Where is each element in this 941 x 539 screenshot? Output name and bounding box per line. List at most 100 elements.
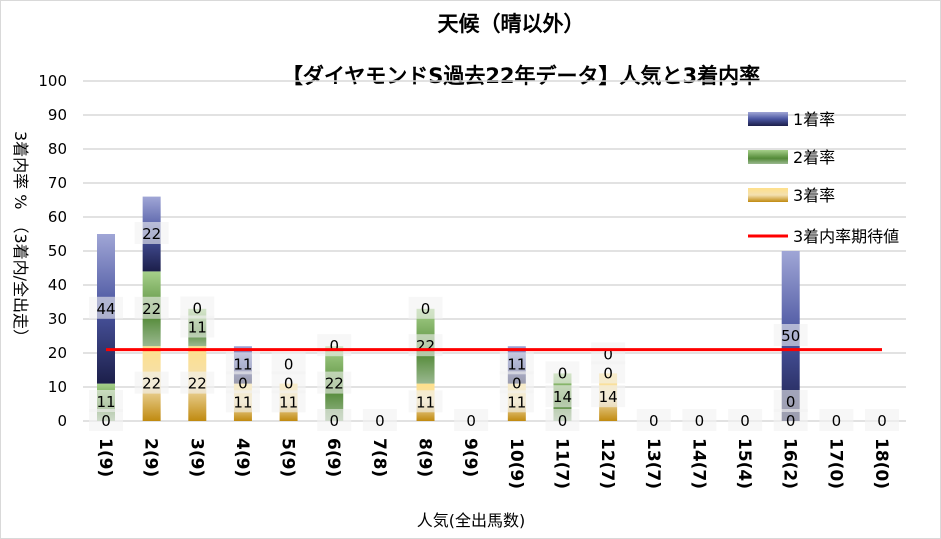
data-label-bg — [682, 409, 717, 431]
y-tick-label: 10 — [48, 378, 67, 396]
data-label: 0 — [329, 337, 339, 355]
data-label-bg — [89, 296, 123, 319]
x-tick-label: 11(7) — [551, 438, 571, 489]
data-label-bg — [773, 390, 808, 412]
data-label-bg — [454, 409, 489, 431]
data-label-bg — [271, 352, 306, 375]
x-tick-label: 14(7) — [688, 438, 708, 489]
y-tick-label: 40 — [48, 276, 67, 294]
data-label: 22 — [142, 375, 161, 393]
data-label: 14 — [599, 388, 618, 406]
y-tick-label: 50 — [48, 242, 67, 260]
data-label-bg — [180, 371, 215, 394]
data-label: 0 — [375, 412, 385, 430]
data-label: 11 — [96, 393, 115, 411]
data-label: 0 — [695, 412, 705, 430]
y-tick-label: 30 — [48, 310, 67, 328]
data-label: 22 — [325, 375, 344, 393]
data-label: 11 — [507, 393, 526, 411]
y-tick-label: 80 — [48, 140, 67, 158]
data-label: 0 — [284, 355, 294, 373]
data-label: 22 — [142, 225, 161, 243]
data-label-bg — [408, 390, 443, 413]
data-label: 50 — [781, 327, 800, 345]
data-label-bg — [362, 409, 397, 431]
data-label-bg — [134, 222, 169, 244]
chart-title: 天候（晴以外） — [438, 12, 585, 36]
data-label: 22 — [142, 300, 161, 318]
x-tick-label: 2(9) — [141, 438, 161, 477]
data-label-bg — [591, 361, 626, 384]
data-label-bg — [591, 342, 626, 365]
data-label: 11 — [507, 355, 526, 373]
legend-label: 3着率 — [793, 186, 835, 205]
data-label-bg — [89, 409, 123, 431]
x-tick-label: 17(0) — [825, 438, 845, 489]
data-label-bg — [545, 409, 580, 431]
data-label-bg — [225, 371, 260, 394]
data-label-bg — [225, 352, 260, 375]
data-label-bg — [545, 385, 580, 408]
data-label: 0 — [649, 412, 659, 430]
data-label: 0 — [101, 412, 111, 430]
data-label-bg — [180, 315, 215, 338]
data-label-bg — [271, 390, 306, 413]
x-tick-label: 4(9) — [232, 438, 252, 477]
legend-swatch — [748, 112, 788, 126]
data-label: 0 — [284, 374, 294, 392]
data-label: 0 — [603, 364, 613, 382]
y-tick-label: 0 — [57, 412, 67, 430]
data-label-bg — [773, 409, 808, 431]
data-label-bg — [408, 296, 443, 319]
data-label: 11 — [233, 393, 252, 411]
data-label: 0 — [193, 300, 203, 318]
data-label: 22 — [416, 337, 435, 355]
y-tick-label: 90 — [48, 106, 67, 124]
legend-label: 3着内率期待値 — [793, 227, 899, 246]
data-label-bg — [317, 371, 352, 394]
data-label-bg — [134, 296, 169, 319]
data-label: 0 — [877, 412, 887, 430]
data-label: 11 — [416, 393, 435, 411]
legend-label: 1着率 — [793, 110, 835, 129]
data-label-bg — [499, 390, 534, 413]
data-label-bg — [773, 324, 808, 346]
legend-label: 2着率 — [793, 148, 835, 167]
y-axis-label: 3着内率 % （3着内/全出走） — [11, 131, 30, 345]
y-tick-label: 20 — [48, 344, 67, 362]
data-label: 44 — [96, 300, 115, 318]
data-label-bg — [225, 390, 260, 413]
data-label-bg — [728, 409, 763, 431]
y-tick-label: 60 — [48, 208, 67, 226]
data-label-bg — [499, 352, 534, 375]
data-label: 11 — [233, 355, 252, 373]
data-label-bg — [180, 296, 215, 319]
x-axis-label: 人気(全出馬数) — [417, 511, 526, 530]
data-label-bg — [89, 390, 123, 412]
x-tick-label: 3(9) — [186, 438, 206, 477]
data-label-bg — [271, 371, 306, 394]
x-tick-label: 1(9) — [95, 438, 115, 477]
data-label: 0 — [421, 300, 431, 318]
data-label-bg — [591, 385, 626, 408]
legend-swatch — [748, 188, 788, 202]
data-label: 0 — [512, 374, 522, 392]
data-label-bg — [636, 409, 671, 431]
data-label-bg — [819, 409, 854, 431]
data-label: 0 — [558, 412, 568, 430]
x-tick-label: 12(7) — [597, 438, 617, 489]
data-label: 11 — [279, 393, 298, 411]
x-tick-label: 7(8) — [369, 438, 389, 477]
data-label: 14 — [553, 388, 572, 406]
data-label: 0 — [786, 412, 796, 430]
data-label: 0 — [466, 412, 476, 430]
data-label-bg — [545, 361, 580, 384]
data-label: 0 — [786, 393, 796, 411]
x-tick-label: 6(9) — [323, 438, 343, 477]
x-tick-label: 9(9) — [460, 438, 480, 477]
data-label: 0 — [603, 345, 613, 363]
data-label: 0 — [740, 412, 750, 430]
data-label: 0 — [558, 364, 568, 382]
data-label: 0 — [832, 412, 842, 430]
